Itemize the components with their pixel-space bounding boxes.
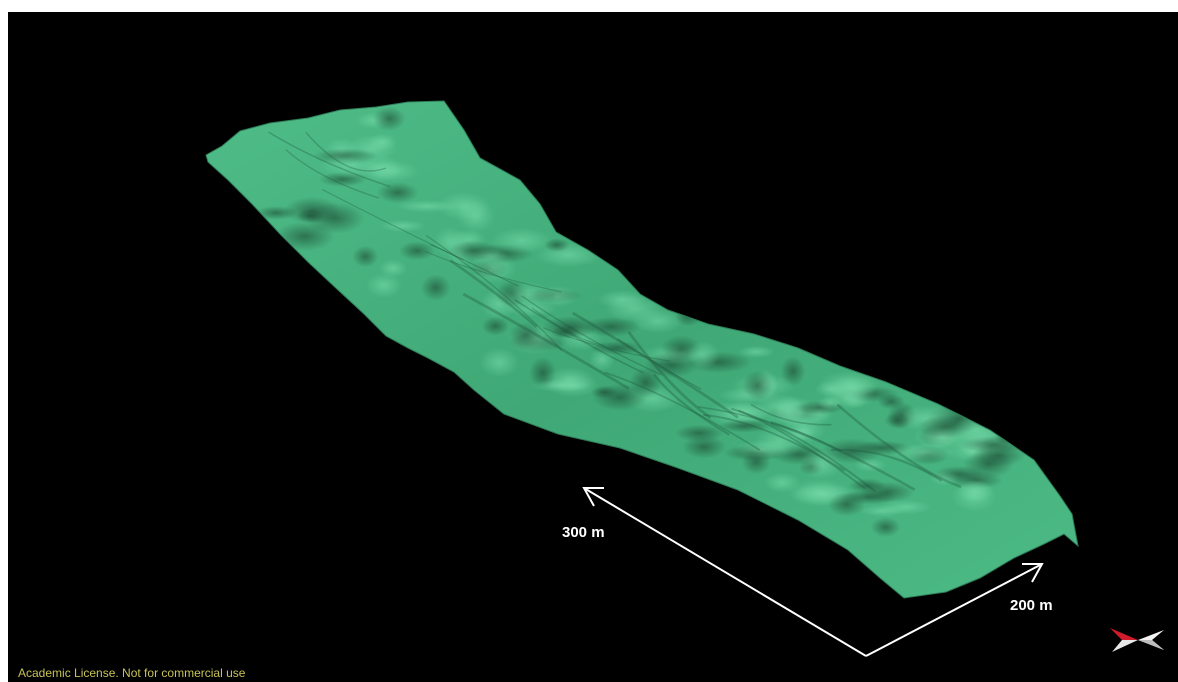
terrain-relief	[274, 221, 335, 252]
terrain-relief	[544, 238, 570, 253]
terrain-ridge	[449, 259, 538, 328]
length-scale-label: 300 m	[562, 524, 605, 541]
terrain-relief	[365, 272, 402, 298]
license-notice: Academic License. Not for commercial use	[18, 666, 246, 680]
terrain-relief	[889, 443, 956, 462]
terrain-relief	[674, 306, 703, 327]
terrain-relief	[822, 383, 876, 410]
terrain-relief	[718, 419, 771, 433]
terrain-relief	[827, 492, 866, 517]
terrain-relief	[509, 322, 543, 348]
terrain-ridge	[430, 243, 519, 287]
terrain-ridge	[424, 250, 562, 293]
terrain-ridge	[305, 131, 387, 172]
terrain-ridge	[543, 327, 671, 362]
terrain-relief	[352, 245, 379, 268]
terrain-relief	[870, 517, 901, 538]
terrain-relief	[773, 395, 805, 427]
terrain-relief	[320, 153, 381, 178]
length-arrow	[583, 487, 867, 657]
3d-viewport[interactable]: 300 m 200 m Academic License. Not for co…	[8, 12, 1178, 682]
terrain-ridge	[321, 189, 464, 261]
terrain-ridge	[831, 448, 943, 482]
width-arrowhead	[1022, 563, 1044, 583]
terrain-ridge	[627, 331, 712, 419]
terrain-ridge	[285, 149, 379, 199]
terrain-ridge	[770, 421, 916, 491]
terrain-relief	[378, 259, 408, 278]
orientation-compass-icon[interactable]	[1108, 626, 1166, 654]
terrain-relief	[933, 465, 985, 482]
terrain-scene	[205, 100, 1079, 657]
terrain-relief	[763, 472, 801, 493]
terrain-ridge	[531, 307, 605, 347]
terrain-ridge	[617, 338, 702, 390]
terrain-relief	[481, 316, 509, 336]
terrain-ridge	[697, 405, 842, 453]
terrain-ridge	[703, 413, 846, 472]
terrain-ridge	[731, 407, 877, 493]
terrain-relief	[420, 274, 451, 302]
terrain-relief	[398, 241, 436, 261]
terrain-relief	[957, 480, 994, 503]
length-arrowhead	[582, 487, 604, 507]
terrain-relief	[530, 379, 592, 392]
terrain-relief	[674, 424, 725, 442]
terrain-ridge	[836, 403, 962, 489]
terrain-relief	[448, 240, 498, 262]
terrain-relief	[643, 352, 699, 378]
terrain-ridge	[653, 373, 730, 436]
width-arrow	[865, 563, 1043, 657]
terrain-relief	[283, 196, 341, 224]
terrain-relief	[541, 316, 599, 339]
terrain-relief	[721, 401, 770, 423]
terrain-relief	[879, 499, 933, 515]
terrain-relief	[742, 370, 774, 401]
terrain-ridge	[462, 292, 630, 390]
terrain-relief	[853, 458, 887, 472]
terrain-relief	[734, 440, 790, 459]
terrain-relief	[877, 393, 905, 410]
terrain-ridge	[604, 371, 761, 451]
terrain-relief	[592, 383, 648, 411]
terrain-relief	[372, 106, 406, 132]
terrain-relief	[884, 412, 910, 429]
terrain-relief	[737, 345, 776, 359]
terrain-relief	[536, 285, 579, 307]
terrain-relief	[604, 295, 664, 323]
terrain-relief	[368, 133, 397, 151]
terrain-ridge	[750, 403, 832, 426]
terrain-relief	[821, 438, 884, 464]
terrain-relief	[490, 227, 553, 254]
terrain-ridge	[738, 409, 866, 490]
terrain-ridge	[425, 234, 563, 351]
terrain-ridge	[268, 131, 391, 188]
terrain-ridge	[571, 311, 739, 419]
terrain-ridge	[514, 298, 644, 374]
terrain-relief	[456, 200, 496, 232]
terrain-relief	[376, 182, 419, 204]
terrain-relief	[848, 478, 886, 493]
width-scale-label: 200 m	[1010, 597, 1053, 614]
terrain-relief	[379, 219, 426, 232]
scale-arrows	[582, 487, 1044, 657]
terrain-relief	[589, 341, 643, 356]
terrain-surface	[205, 100, 1079, 599]
terrain-ridge	[521, 295, 662, 376]
terrain-relief	[479, 347, 519, 378]
terrain-relief	[953, 415, 998, 444]
